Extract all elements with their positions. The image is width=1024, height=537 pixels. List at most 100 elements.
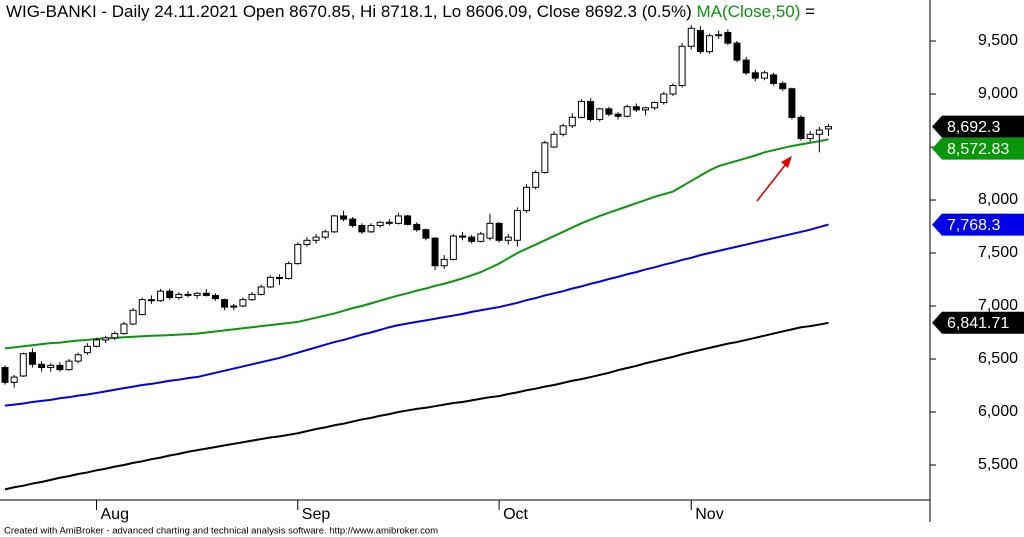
candle-body: [404, 215, 412, 225]
candle-body: [504, 236, 512, 241]
candle-body: [102, 337, 110, 341]
candle-body: [788, 88, 796, 118]
y-tick-label: 6,500: [978, 350, 1018, 367]
candle-body: [678, 45, 686, 87]
candle-body: [687, 27, 695, 47]
candle-body: [669, 85, 677, 95]
candle-body: [742, 59, 750, 74]
candle-body: [65, 360, 73, 371]
candle-body: [614, 113, 622, 117]
x-tick-label: Oct: [503, 506, 528, 523]
candle-body: [157, 290, 165, 302]
last-value-label: 8,692.3: [947, 119, 1000, 136]
candle-body: [266, 276, 274, 288]
last-value-box: [932, 311, 1024, 334]
x-tick-label: Nov: [695, 506, 723, 523]
candle-body: [587, 100, 595, 120]
candle-body: [623, 106, 631, 117]
x-tick-label: Sep: [302, 506, 331, 523]
candle-body: [166, 290, 174, 299]
candle-body: [147, 299, 155, 302]
ma-line: [4, 321, 829, 491]
candle-body: [211, 294, 219, 300]
last-value-label: 8,572.83: [947, 141, 1009, 158]
y-tick-label: 7,500: [978, 244, 1018, 261]
candle-body: [459, 235, 466, 238]
credit: Created with AmiBroker - advanced charti…: [4, 526, 438, 537]
candle-body: [74, 354, 82, 362]
candle-body: [495, 222, 503, 241]
legend-separator: =: [805, 2, 815, 21]
candle-body: [193, 292, 201, 296]
candle-body: [385, 221, 393, 224]
candle-body: [825, 126, 832, 130]
candle-body: [568, 116, 576, 127]
candle-body: [394, 215, 402, 224]
y-tick-label: 8,000: [978, 191, 1018, 208]
candle-body: [312, 236, 320, 241]
last-value-label: 7,768.3: [947, 217, 1000, 234]
ma-line: [4, 223, 829, 407]
candle-body: [330, 215, 338, 233]
candle-body: [358, 224, 366, 233]
candle-body: [38, 363, 46, 369]
candle-body: [696, 29, 704, 53]
last-value-box: [932, 137, 1024, 160]
candle-body: [129, 309, 137, 325]
candle-body: [120, 323, 128, 335]
annotation-arrow: [756, 156, 792, 202]
candle-body: [440, 258, 448, 267]
candle-body: [111, 333, 119, 339]
candle-body: [303, 239, 311, 246]
candle-body: [724, 32, 732, 44]
candle-body: [28, 352, 36, 365]
candle-body: [431, 237, 439, 267]
candle-body: [19, 353, 27, 377]
candle-body: [660, 93, 668, 104]
candle-body: [56, 364, 64, 371]
candle-body: [770, 74, 778, 84]
candle-body: [596, 108, 604, 120]
candle-body: [376, 221, 384, 226]
candle-body: [806, 133, 814, 140]
y-tick-label: 7,000: [978, 297, 1018, 314]
chart-title: WIG-BANKI - Daily 24.11.2021 Open 8670.8…: [6, 2, 815, 21]
candle-body: [294, 244, 302, 265]
candle-body: [422, 229, 430, 239]
last-value-box: [932, 115, 1024, 138]
candle-body: [93, 339, 100, 347]
candle-body: [486, 222, 494, 239]
candle-body: [706, 35, 714, 53]
title-text: WIG-BANKI - Daily 24.11.2021 Open 8670.8…: [6, 2, 692, 21]
candle-body: [47, 364, 55, 369]
candle-body: [577, 100, 585, 118]
candle-body: [202, 292, 210, 296]
last-value-box: [932, 213, 1024, 236]
candle-body: [513, 210, 521, 241]
candle-body: [779, 82, 787, 90]
last-value-label: 6,841.71: [947, 315, 1009, 332]
candle-body: [532, 171, 540, 188]
candle-body: [1, 367, 9, 383]
candle-body: [340, 215, 348, 220]
overlay-lines: [4, 138, 829, 491]
candle-body: [257, 286, 265, 295]
candle-body: [138, 299, 146, 316]
y-tick-label: 6,000: [978, 403, 1018, 420]
candle-body: [184, 293, 192, 296]
candle-body: [605, 108, 613, 115]
y-tick-label: 9,000: [978, 85, 1018, 102]
candle-body: [239, 299, 247, 307]
candle-body: [760, 72, 768, 79]
candle-body: [715, 34, 723, 37]
candle-body: [276, 276, 283, 279]
candle-body: [230, 305, 238, 308]
candle-body: [751, 72, 759, 79]
candle-body: [349, 218, 357, 226]
candle-body: [632, 106, 640, 111]
ma-line: [4, 138, 829, 350]
candle-body: [221, 299, 229, 308]
candle-body: [550, 133, 558, 148]
